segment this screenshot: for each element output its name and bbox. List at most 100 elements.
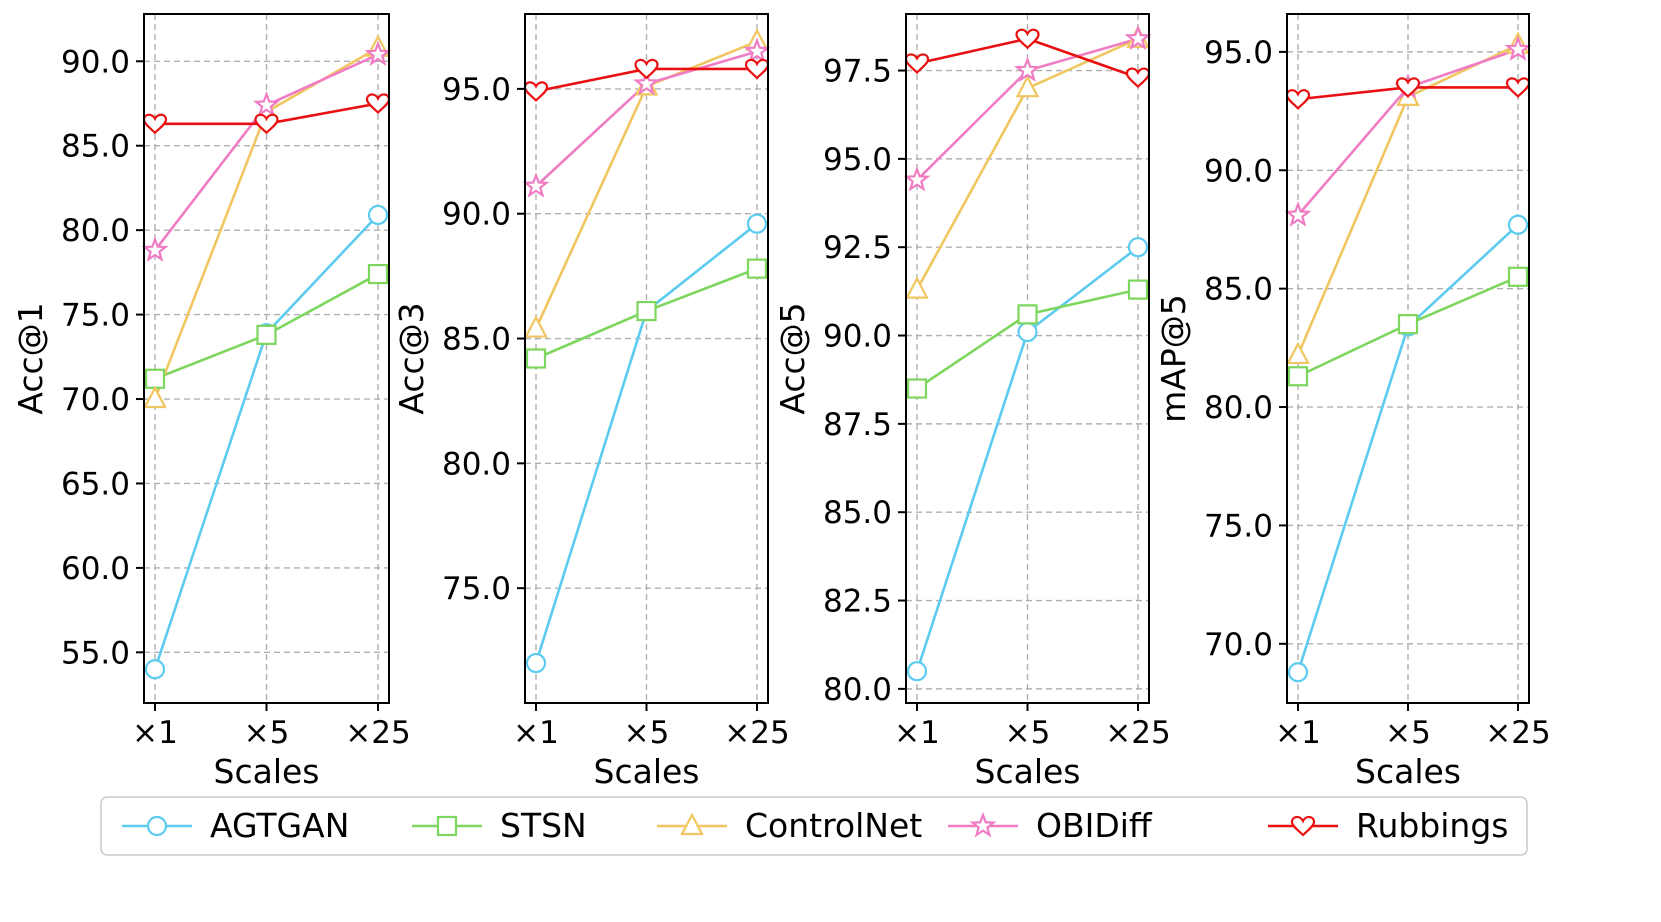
x-axis-label: Scales xyxy=(975,752,1081,791)
plot-frame xyxy=(524,13,769,704)
data-point-controlnet xyxy=(143,385,167,409)
legend-label: Rubbings xyxy=(1356,806,1508,845)
subplot-2: 75.0 80.0 85.0 90.0 95.0 ×1 ×5 ×25 Scales Acc@3 xyxy=(392,13,790,791)
data-point-agtgan xyxy=(367,204,389,226)
data-point-agtgan xyxy=(906,661,928,682)
y-tick-label: 87.5 xyxy=(823,407,892,443)
y-tick-label: 60.0 xyxy=(61,551,130,587)
data-point-stsn xyxy=(746,258,768,279)
y-tick-label: 95.0 xyxy=(823,142,892,178)
data-point-controlnet xyxy=(1015,74,1040,98)
data-point-rubbings xyxy=(1285,89,1311,110)
data-point-stsn xyxy=(1507,266,1529,287)
data-point-rubbings xyxy=(904,53,930,75)
y-tick-label: 85.0 xyxy=(1204,272,1273,308)
x-tick-label: ×25 xyxy=(724,715,789,751)
data-point-rubbings xyxy=(1125,67,1151,89)
legend-marker-triangle xyxy=(680,812,704,836)
y-tick-label: 80.0 xyxy=(61,213,130,249)
x-tick-label: ×25 xyxy=(1105,715,1170,751)
legend-label: OBIDiff xyxy=(1036,806,1153,845)
series-line-obidiff xyxy=(153,53,379,252)
data-point-obidiff xyxy=(364,40,392,66)
legend-box xyxy=(100,796,1528,856)
data-point-rubbings xyxy=(1505,77,1531,98)
y-tick-label: 65.0 xyxy=(61,466,130,502)
data-point-rubbings xyxy=(142,113,168,135)
data-point-rubbings xyxy=(254,113,279,135)
legend-marker-star xyxy=(969,811,997,838)
data-point-stsn xyxy=(1017,304,1038,325)
y-tick-label: 90.0 xyxy=(1204,153,1273,189)
y-tick-label: 75.0 xyxy=(1204,508,1273,544)
data-point-agtgan xyxy=(1017,321,1038,343)
y-tick-label: 55.0 xyxy=(61,635,130,671)
x-tick-label: ×1 xyxy=(1275,715,1321,751)
series-line-agtgan xyxy=(153,214,379,670)
data-point-controlnet xyxy=(524,315,548,338)
data-point-obidiff xyxy=(743,37,771,63)
y-axis-label: Acc@1 xyxy=(11,302,50,414)
data-point-rubbings xyxy=(1015,28,1040,50)
data-point-stsn xyxy=(1127,279,1149,300)
y-tick-label: 70.0 xyxy=(1204,627,1273,663)
data-point-stsn xyxy=(1287,366,1309,387)
y-tick-label: 85.0 xyxy=(823,495,892,531)
y-tick-label: 90.0 xyxy=(61,44,130,80)
y-tick-label: 70.0 xyxy=(61,382,130,418)
data-point-stsn xyxy=(906,378,928,399)
y-axis-label: Acc@5 xyxy=(773,302,812,414)
data-point-agtgan xyxy=(746,213,768,234)
x-tick-label: ×5 xyxy=(624,715,670,751)
legend-entry-controlnet: ControlNet xyxy=(657,806,922,845)
x-tick-label: ×1 xyxy=(132,715,178,751)
y-tick-label: 97.5 xyxy=(823,54,892,90)
legend-marker-circle xyxy=(146,815,168,837)
x-axis-label: Scales xyxy=(214,752,320,791)
subplot-4: 70.0 75.0 80.0 85.0 90.0 95.0 ×1 ×5 ×25 Scales mAP… xyxy=(1154,13,1551,791)
x-tick-label: ×1 xyxy=(513,715,559,751)
data-point-obidiff xyxy=(141,236,169,262)
x-axis-label: Scales xyxy=(1355,752,1461,791)
x-axis-label: Scales xyxy=(594,752,700,791)
legend-label: STSN xyxy=(500,806,587,845)
plot-frame xyxy=(143,13,390,704)
data-point-stsn xyxy=(144,368,166,389)
data-point-obidiff xyxy=(1504,35,1532,61)
x-tick-label: ×1 xyxy=(894,715,940,751)
y-tick-label: 85.0 xyxy=(61,129,130,165)
data-point-agtgan xyxy=(1287,662,1309,683)
y-tick-label: 95.0 xyxy=(1204,35,1273,71)
subplot-1: 55.0 60.0 65.0 70.0 75.0 80.0 85.0 90.0 ×1 ×5 ×25 S… xyxy=(11,13,411,791)
data-point-obidiff xyxy=(522,172,550,198)
data-point-agtgan xyxy=(525,652,547,674)
data-point-stsn xyxy=(256,324,277,345)
legend-marker-heart xyxy=(1290,815,1316,837)
y-tick-label: 85.0 xyxy=(442,322,511,358)
data-point-stsn xyxy=(525,348,547,369)
legend: AGTGAN STSN ControlNet OBIDiff Rubbings xyxy=(100,796,1528,856)
legend-entry-rubbings: Rubbings xyxy=(1268,806,1508,845)
y-tick-label: 80.0 xyxy=(1204,390,1273,426)
data-point-rubbings xyxy=(744,58,770,80)
legend-entry-agtgan: AGTGAN xyxy=(122,806,349,845)
x-tick-label: ×5 xyxy=(1005,715,1051,751)
data-point-agtgan xyxy=(1127,237,1149,258)
y-axis-label: Acc@3 xyxy=(392,302,431,414)
data-point-rubbings xyxy=(634,58,659,80)
y-tick-label: 82.5 xyxy=(823,584,892,620)
legend-label: AGTGAN xyxy=(210,806,349,845)
data-point-obidiff xyxy=(903,165,931,192)
data-point-agtgan xyxy=(1507,214,1529,235)
y-tick-label: 90.0 xyxy=(823,319,892,355)
y-tick-label: 92.5 xyxy=(823,230,892,266)
data-point-obidiff xyxy=(1014,56,1041,82)
data-point-rubbings xyxy=(1395,77,1421,98)
data-point-obidiff xyxy=(633,69,660,96)
data-point-obidiff xyxy=(1124,24,1152,51)
legend-entry-obidiff: OBIDiff xyxy=(948,806,1153,845)
data-point-stsn xyxy=(636,300,657,322)
y-tick-label: 95.0 xyxy=(442,72,511,108)
plot-frame xyxy=(905,13,1150,704)
